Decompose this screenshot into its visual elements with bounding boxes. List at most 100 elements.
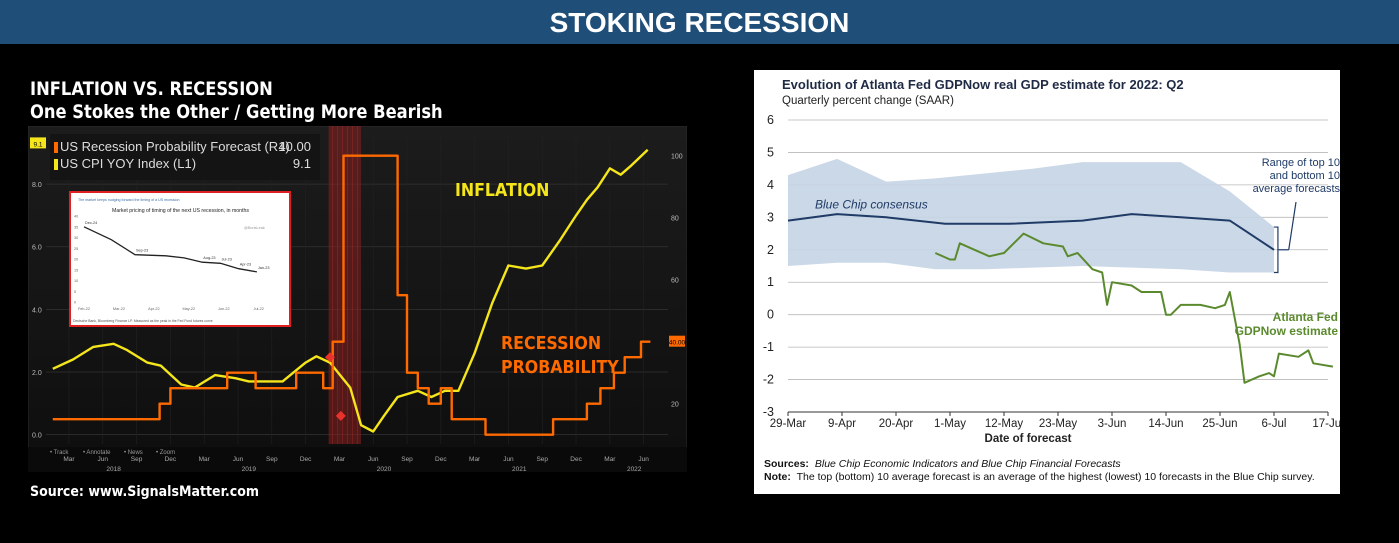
right-y-tick-label: 1	[767, 275, 774, 289]
left-title-line2: One Stokes the Other / Getting More Bear…	[30, 101, 443, 123]
left-x-tick-label: Sep	[266, 456, 278, 463]
right-x-tick-label: 1-May	[934, 418, 966, 430]
right-chart-title: Evolution of Atlanta Fed GDPNow real GDP…	[782, 77, 1184, 92]
left-x-tick-label: Dec	[435, 456, 447, 463]
right-chart-sources: Sources: Blue Chip Economic Indicators a…	[764, 458, 1121, 470]
right-x-tick-label: 9-Apr	[828, 418, 856, 430]
inset-watermark: @BorisLeak	[244, 226, 265, 230]
left-x-year-label: 2020	[377, 466, 392, 472]
left-x-tick-label: Dec	[300, 456, 312, 463]
right-y-tick-label: 2	[767, 243, 774, 257]
sources-label: Sources:	[764, 458, 809, 470]
gdpnow-label: GDPNow estimate	[1235, 324, 1339, 338]
note-text: The top (bottom) 10 average forecast is …	[797, 471, 1315, 483]
left-x-tick-label: Jun	[368, 456, 379, 463]
banner-title: STOKING RECESSION	[0, 0, 1399, 44]
inset-x-tick-label: May-22	[182, 307, 195, 311]
left-series-line	[52, 148, 649, 433]
toolbar-item: • Annotate	[83, 450, 111, 456]
right-y-tick-label: 3	[767, 210, 774, 224]
right-x-tick-label: 6-Jul	[1262, 418, 1287, 430]
right-y-tick-label: 6	[767, 113, 774, 127]
left-x-tick-label: Mar	[334, 456, 346, 463]
inset-footer: Deutsche Bank, Bloomberg Finance LP. Mea…	[73, 319, 213, 323]
right-x-axis-label: Date of forecast	[985, 433, 1072, 445]
forecast-range-band	[788, 158, 1274, 273]
last-value-tag-text: 9.1	[33, 141, 42, 148]
gdpnow-label: Atlanta Fed	[1273, 310, 1338, 324]
chart-annotation: INFLATION	[455, 179, 549, 200]
last-value-tag	[30, 137, 46, 149]
left-x-tick-label: Mar	[469, 456, 481, 463]
right-chart-note: Note: The top (bottom) 10 average foreca…	[764, 471, 1315, 483]
left-x-tick-label: Dec	[570, 456, 582, 463]
right-y-tick-label: 100	[671, 154, 683, 161]
left-y-tick-label: 2.0	[32, 370, 42, 377]
range-band-label: and bottom 10	[1270, 170, 1340, 182]
toolbar-item: • News	[124, 450, 143, 456]
left-y-tick-label: 8.0	[32, 182, 42, 189]
chart-annotation: PROBABILITY	[501, 356, 619, 377]
left-chart-svg: 0.02.04.06.08.020406080100 MarJunSepDecM…	[27, 125, 688, 475]
inset-x-tick-label: Jun-22	[218, 307, 230, 311]
right-chart-svg: Evolution of Atlanta Fed GDPNow real GDP…	[763, 77, 1344, 483]
right-x-tick-label: 17-Jul	[1312, 418, 1340, 430]
left-x-year-label: 2022	[627, 466, 642, 472]
range-pointer-line	[1288, 201, 1297, 250]
left-x-tick-label: Jun	[638, 456, 649, 463]
range-band-label: average forecasts	[1253, 183, 1340, 195]
left-title-line1: INFLATION VS. RECESSION	[30, 78, 273, 100]
left-legend-box	[50, 134, 320, 180]
right-y-tick-label: 20	[671, 402, 679, 409]
right-x-tick-label: 14-Jun	[1148, 418, 1183, 430]
left-chart-panel: 0.02.04.06.08.020406080100 MarJunSepDecM…	[27, 125, 688, 475]
left-x-tick-label: Sep	[536, 456, 548, 463]
event-marker	[324, 352, 335, 363]
left-x-tick-label: Mar	[604, 456, 616, 463]
inset-y-tick-label: 35	[74, 225, 78, 229]
right-x-tick-label: 20-Apr	[879, 418, 914, 430]
left-x-tick-label: Sep	[131, 456, 143, 463]
inset-y-tick-label: 0	[74, 301, 76, 305]
inset-y-tick-label: 15	[74, 268, 78, 272]
note-label: Note:	[764, 471, 791, 483]
inset-top-note: The market keeps nudging forward the tim…	[78, 198, 179, 202]
legend-value: 9.1	[293, 156, 311, 171]
legend-swatch	[54, 142, 58, 153]
right-y-tick-label: -1	[763, 340, 774, 354]
last-value-tag-text: 40.00	[669, 340, 686, 347]
right-y-tick-label: 0	[767, 308, 774, 322]
inset-point-label: Apr-23	[240, 263, 251, 267]
right-y-tick-label: 80	[671, 216, 679, 223]
left-y-tick-label: 0.0	[32, 433, 42, 440]
right-y-tick-label: -2	[763, 373, 774, 387]
legend-value: 40.00	[278, 139, 311, 154]
left-y-tick-label: 6.0	[32, 245, 42, 252]
left-x-year-label: 2021	[512, 466, 527, 472]
left-x-tick-label: Dec	[165, 456, 177, 463]
right-x-tick-label: 25-Jun	[1202, 418, 1237, 430]
right-y-tick-label: 60	[671, 278, 679, 285]
inset-y-tick-label: 40	[74, 215, 78, 219]
right-y-tick-label: 5	[767, 145, 774, 159]
range-band-label: Range of top 10	[1262, 157, 1340, 169]
inset-y-tick-label: 10	[74, 279, 78, 283]
left-x-tick-label: Mar	[199, 456, 211, 463]
blue-chip-label: Blue Chip consensus	[815, 198, 928, 212]
right-series-line	[787, 213, 1275, 251]
legend-swatch	[54, 159, 58, 170]
inset-y-tick-label: 25	[74, 247, 78, 251]
left-x-year-label: 2018	[106, 466, 121, 472]
right-x-tick-label: 12-May	[985, 418, 1024, 430]
legend-label: US CPI YOY Index (L1)	[60, 156, 196, 171]
inset-point-label: Jul-23	[222, 257, 232, 261]
inset-x-tick-label: Feb-22	[78, 307, 90, 311]
right-series-line	[934, 232, 1334, 384]
left-x-tick-label: Jun	[233, 456, 244, 463]
inset-series-line	[83, 226, 258, 273]
right-chart-subtitle: Quarterly percent change (SAAR)	[782, 95, 954, 107]
inset-point-label: Jan-23	[258, 266, 270, 270]
inset-y-tick-label: 5	[74, 290, 76, 294]
inset-point-label: Aug-23	[203, 256, 215, 260]
chart-annotation: RECESSION	[501, 332, 601, 353]
